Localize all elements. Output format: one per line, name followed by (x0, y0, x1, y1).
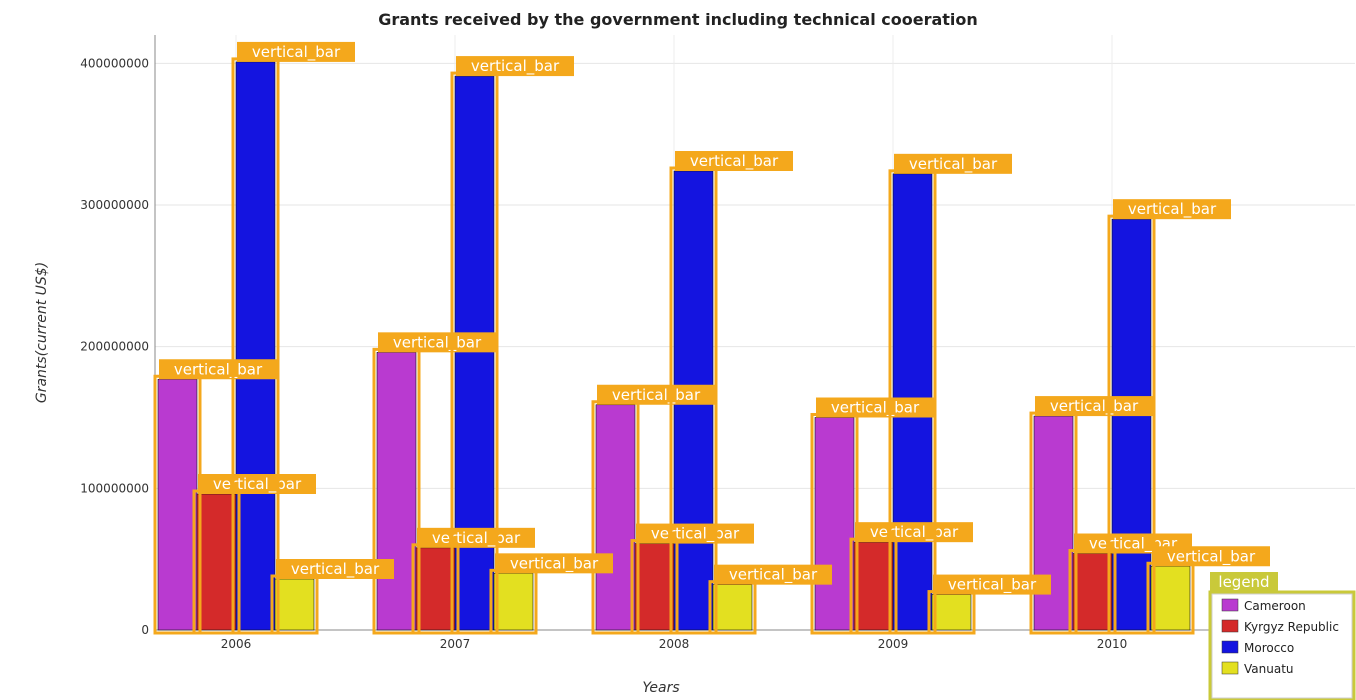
bar-annotation-text: vertical_bar (1167, 547, 1256, 566)
bar-vanuatu-2009 (931, 594, 972, 631)
legend-label: Morocco (1244, 641, 1294, 655)
y-tick-label: 100000000 (80, 481, 149, 495)
x-tick-label: 2009 (878, 637, 909, 651)
bar-annotation-text: vertical_bar (948, 576, 1037, 595)
bar-annotation-tag (198, 474, 316, 494)
bar-annotation-text: vertical_bar (471, 57, 560, 76)
bar-annotation-tag (495, 553, 613, 574)
legend-annotation-tag (1210, 572, 1278, 592)
bar-annotation-text: vertical_bar (612, 386, 701, 405)
bar-annotation-text: vertical_bar (393, 333, 482, 352)
axis-layer: 0 100000000 200000000 300000000 400000000 200… (34, 35, 1355, 696)
bar-kyrgyz-republic-2010 (1072, 553, 1113, 631)
bar-annotation-text: vertical_bar (909, 155, 998, 174)
bar-annotation-tag (417, 527, 535, 548)
bar-vanuatu-2008 (712, 584, 753, 631)
legend: legend Cameroon Kyrgyz Republic Morocco Vanu… (1208, 572, 1356, 700)
bar-annotation-tag (675, 151, 793, 171)
y-tick-label: 200000000 (80, 340, 149, 354)
bar-annotation-tag (597, 384, 715, 405)
bar-kyrgyz-republic-2008 (634, 543, 675, 631)
x-axis-label: Years (642, 680, 679, 696)
bar-annotation-text: vertical_bar (291, 560, 380, 579)
bar-annotation-text: vertical_bar (174, 360, 263, 379)
bar-vanuatu-2007 (493, 573, 534, 631)
legend-annotation-box (1208, 590, 1356, 700)
bar-annotation-tag (456, 56, 574, 77)
y-tick-label: 0 (141, 623, 149, 637)
bar-annotation-tag (894, 153, 1012, 174)
chart-title: Grants received by the government includ… (378, 10, 978, 29)
x-tick-label: 2008 (659, 637, 690, 651)
bar-annotation-tag (816, 397, 934, 418)
bar-annotation-text: vertical_bar (1128, 200, 1217, 219)
bar-annotation-tag (855, 522, 973, 543)
bar-annotation-text: vertical_bar (432, 529, 521, 548)
bar-annotation-tag (378, 332, 496, 353)
legend-swatch (1221, 661, 1239, 675)
bar-vanuatu-2006 (274, 578, 315, 631)
annotation-layer: vertical_barvertical_barvertical_barvert… (153, 41, 1270, 635)
bar-kyrgyz-republic-2009 (853, 541, 894, 631)
legend-annotation-text: legend (1218, 573, 1269, 591)
legend-label: Kyrgyz Republic (1244, 620, 1339, 634)
bar-annotation-tag (1152, 546, 1270, 567)
bar-cameroon-2007 (376, 352, 417, 631)
legend-swatch (1221, 640, 1239, 654)
legend-swatch (1221, 619, 1239, 633)
bar-annotation-text: vertical_bar (510, 554, 599, 573)
x-tick-label: 2007 (440, 637, 471, 651)
bar-cameroon-2006 (157, 378, 198, 631)
y-axis-label: Grants(current US$) (34, 262, 50, 403)
bar-vanuatu-2010 (1150, 565, 1191, 631)
legend-swatch (1221, 598, 1239, 612)
bar-annotation-text: vertical_bar (1050, 397, 1139, 416)
x-tick-label: 2006 (221, 637, 252, 651)
bar-annotation-tag (636, 523, 754, 544)
bar-annotation-text: vertical_bar (213, 475, 302, 494)
bar-annotation-tag (714, 564, 832, 585)
bar-annotation-tag (933, 574, 1051, 595)
bar-annotation-tag (159, 359, 277, 380)
bar-annotation-tag (276, 559, 394, 579)
bar-cameroon-2009 (814, 417, 855, 631)
bar-annotation-text: vertical_bar (729, 566, 818, 585)
bar-annotation-text: vertical_bar (651, 525, 740, 544)
bar-annotation-tag (1035, 396, 1153, 417)
bar-kyrgyz-republic-2007 (415, 547, 456, 631)
y-tick-label: 400000000 (80, 56, 149, 70)
bar-kyrgyz-republic-2006 (196, 493, 237, 631)
bar-annotation-tag (1113, 199, 1231, 220)
bar-morocco-2006 (235, 61, 276, 631)
bar-cameroon-2010 (1033, 415, 1074, 631)
bar-morocco-2010 (1111, 218, 1152, 631)
bar-annotation-text: vertical_bar (870, 523, 959, 542)
bar-cameroon-2008 (595, 404, 636, 631)
bar-annotation-text: vertical_bar (690, 152, 779, 171)
legend-label: Cameroon (1244, 599, 1306, 613)
y-tick-label: 300000000 (80, 198, 149, 212)
bar-annotation-text: vertical_bar (831, 399, 920, 418)
x-tick-label: 2010 (1097, 637, 1128, 651)
bar-annotation-text: vertical_bar (252, 43, 341, 62)
legend-label: Vanuatu (1244, 662, 1294, 676)
bar-annotation-tag (237, 41, 355, 62)
